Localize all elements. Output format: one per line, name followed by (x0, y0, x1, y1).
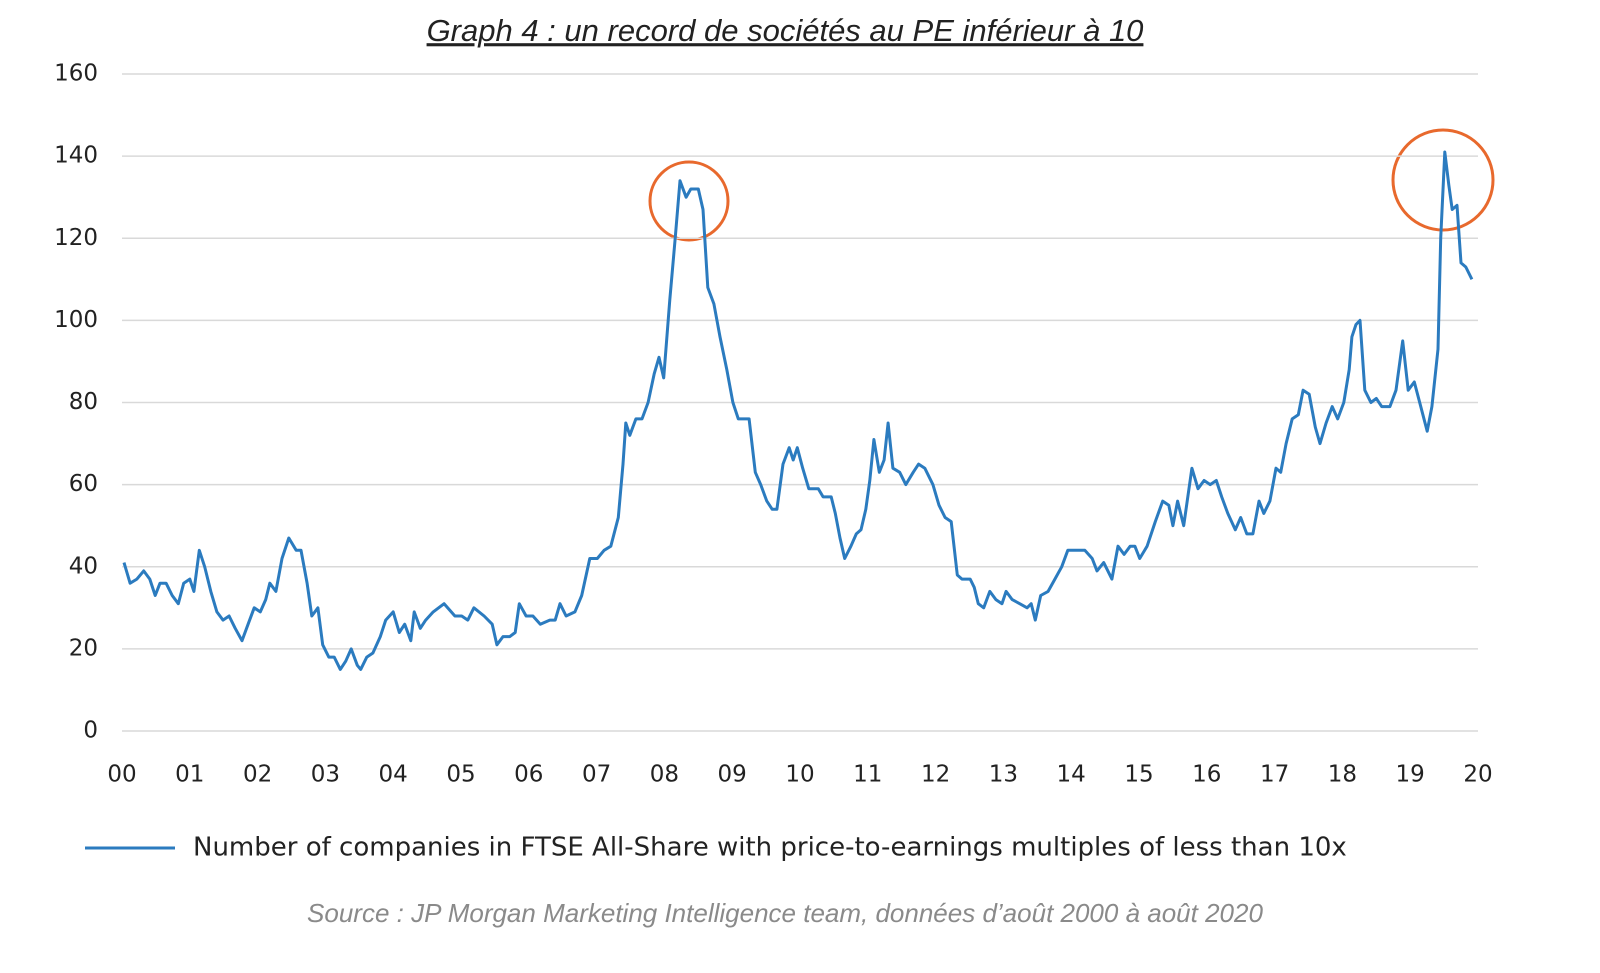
x-tick-label: 09 (718, 762, 747, 788)
highlight-circle (648, 160, 730, 242)
x-tick-label: 08 (650, 762, 679, 788)
x-tick-label: 20 (1463, 762, 1492, 788)
x-tick-label: 19 (1396, 762, 1425, 788)
y-tick-label: 100 (54, 307, 98, 333)
y-tick-label: 140 (54, 143, 98, 169)
y-tick-label: 60 (69, 471, 98, 497)
y-tick-label: 0 (83, 718, 98, 744)
x-tick-label: 06 (514, 762, 543, 788)
x-tick-label: 14 (1057, 762, 1086, 788)
y-tick-label: 120 (54, 225, 98, 251)
y-tick-label: 20 (69, 635, 98, 661)
highlight-circle (1391, 128, 1495, 232)
x-tick-label: 04 (379, 762, 408, 788)
x-tick-label: 02 (243, 762, 272, 788)
x-tick-label: 05 (446, 762, 475, 788)
x-tick-label: 03 (311, 762, 340, 788)
x-tick-label: 12 (921, 762, 950, 788)
x-tick-label: 00 (107, 762, 136, 788)
data-line (122, 150, 1474, 671)
legend-label: Number of companies in FTSE All-Share wi… (193, 833, 1347, 863)
x-tick-label: 15 (1124, 762, 1153, 788)
x-tick-label: 16 (1192, 762, 1221, 788)
chart-title: Graph 4 : un record de sociétés au PE in… (427, 13, 1144, 48)
y-tick-label: 40 (69, 553, 98, 579)
y-tick-label: 80 (69, 389, 98, 415)
source-note: Source : JP Morgan Marketing Intelligenc… (307, 898, 1263, 928)
x-tick-label: 18 (1328, 762, 1357, 788)
y-tick-label: 160 (54, 61, 98, 87)
x-tick-label: 07 (582, 762, 611, 788)
x-tick-label: 10 (785, 762, 814, 788)
x-tick-label: 13 (989, 762, 1018, 788)
x-tick-label: 17 (1260, 762, 1289, 788)
x-tick-label: 11 (853, 762, 882, 788)
x-tick-label: 01 (175, 762, 204, 788)
